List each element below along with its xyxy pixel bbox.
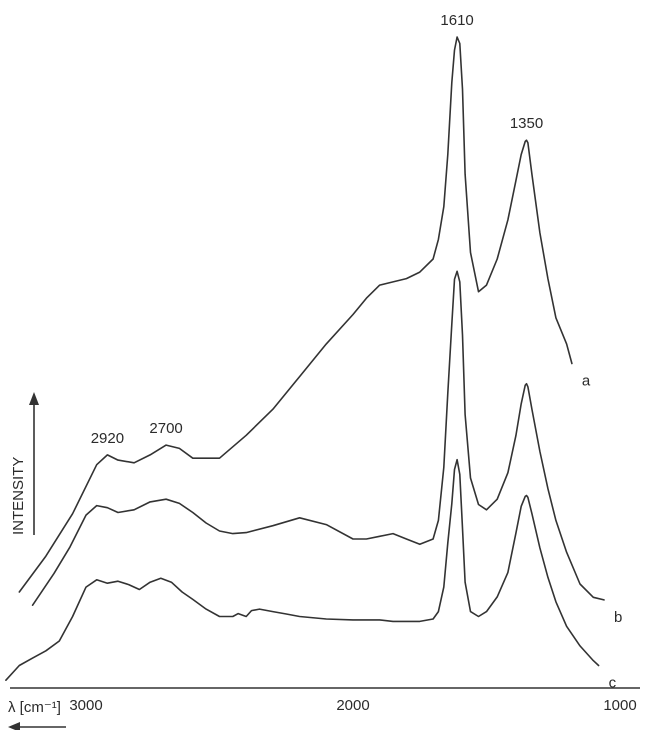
- curve-labels-group: a b c: [582, 373, 622, 692]
- x-tick-label: 3000: [69, 697, 102, 714]
- series-line-c: [5, 458, 600, 681]
- peak-annotation-1610: 1610: [440, 12, 473, 29]
- x-tick-labels-group: 3000 2000 1000: [69, 697, 636, 714]
- peak-annotation-2700: 2700: [149, 420, 182, 437]
- series-line-a: [18, 36, 573, 593]
- series-line-b: [31, 270, 605, 606]
- x-tick-label: 1000: [603, 697, 636, 714]
- peak-annotation-2920: 2920: [91, 430, 124, 447]
- peak-annotation-1350: 1350: [510, 115, 543, 132]
- y-axis-label: INTENSITY: [10, 457, 27, 535]
- y-axis-arrow-icon: [29, 392, 39, 535]
- x-tick-label: 2000: [336, 697, 369, 714]
- peak-labels-group: 1610 1350 2920 2700: [91, 12, 543, 447]
- series-label-c: c: [609, 675, 617, 692]
- series-label-b: b: [614, 609, 622, 626]
- x-axis-label: λ [cm⁻¹]: [8, 699, 61, 716]
- series-label-a: a: [582, 373, 591, 390]
- curves-group: [5, 36, 605, 681]
- x-axis-arrow-icon: [8, 722, 66, 730]
